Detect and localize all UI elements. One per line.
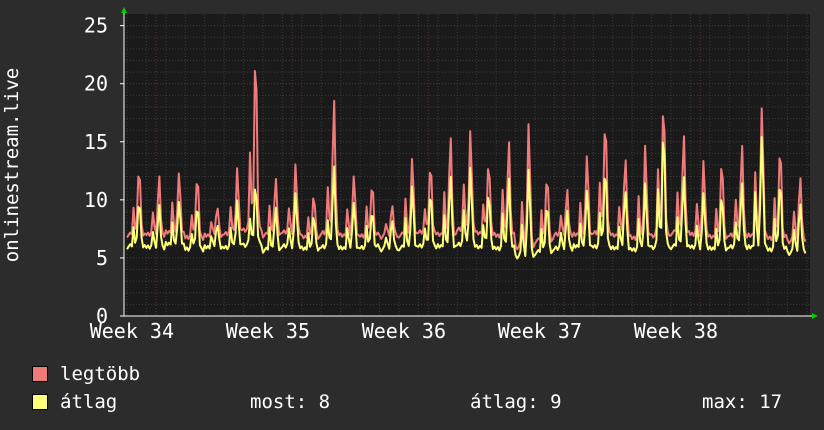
y-tick-label: 0	[96, 304, 108, 328]
grid	[124, 14, 810, 316]
y-tick-label: 20	[84, 72, 108, 96]
x-tick-label: Week 38	[634, 319, 718, 343]
stat-most: most: 8	[250, 391, 331, 413]
axes	[120, 7, 818, 319]
legend-swatch-legtobb	[32, 366, 48, 382]
series-layer	[126, 70, 807, 260]
stat-max: max: 17	[702, 391, 783, 413]
y-tick-label: 5	[96, 246, 108, 270]
y-tick-label: 10	[84, 188, 108, 212]
x-tick-label: Week 34	[90, 319, 174, 343]
legend-item-legtobb: legtöbb	[32, 363, 140, 385]
series-line-avg	[126, 136, 807, 260]
y-tick-label: 15	[84, 130, 108, 154]
legend-label-legtobb: legtöbb	[60, 363, 141, 385]
y-axis-label: onlinestream.live	[1, 68, 23, 262]
y-tick-label: 25	[84, 14, 108, 38]
y-axis-arrow	[121, 7, 127, 13]
legend-swatch-atlag	[32, 394, 48, 410]
x-axis-arrow	[812, 313, 818, 319]
legend-label-atlag: átlag	[60, 391, 118, 413]
legend-item-atlag: átlag	[32, 391, 117, 413]
x-tick-label: Week 37	[498, 319, 582, 343]
x-tick-label: Week 36	[362, 319, 446, 343]
stat-atlag: átlag: 9	[470, 391, 562, 413]
x-tick-labels: Week 34 Week 35 Week 36 Week 37 Week 38	[90, 319, 718, 343]
series-line-max	[126, 70, 807, 251]
x-tick-label: Week 35	[226, 319, 310, 343]
y-tick-labels: 0 5 10 15 20 25	[84, 14, 108, 328]
